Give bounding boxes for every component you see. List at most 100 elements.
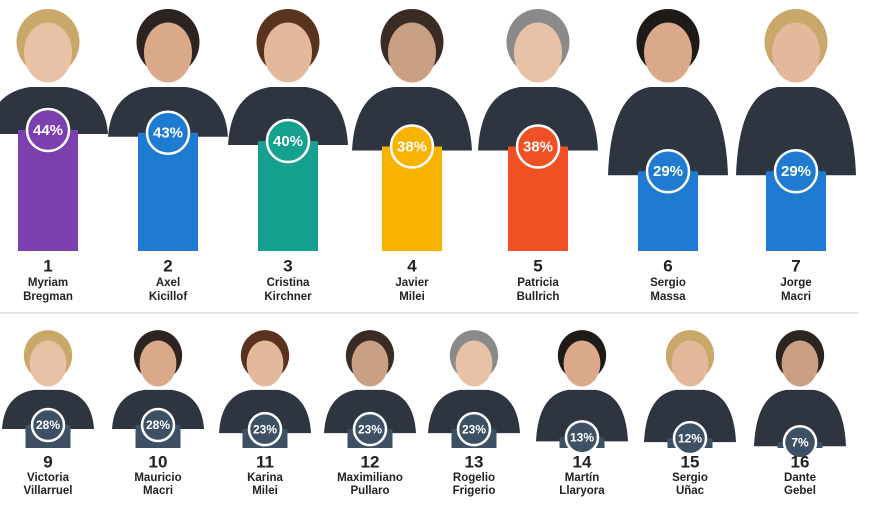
name-line: Bullrich xyxy=(517,291,560,303)
value-label: 7% xyxy=(791,435,809,449)
value-badge xyxy=(25,107,71,153)
rank: 1 xyxy=(43,256,52,275)
name-line: Bregman xyxy=(23,291,73,303)
rank: 4 xyxy=(407,256,417,275)
portrait-face xyxy=(514,22,562,83)
value-label: 23% xyxy=(358,422,382,436)
name-line: Pullaro xyxy=(351,485,390,497)
portrait-face xyxy=(24,22,72,83)
rank: 6 xyxy=(663,256,672,275)
name-line: Karina xyxy=(247,472,283,484)
value-label: 43% xyxy=(153,125,183,142)
name-line: Massa xyxy=(650,291,686,303)
name-line: Milei xyxy=(399,291,425,303)
name-line: Sergio xyxy=(672,472,708,484)
name-line: Axel xyxy=(156,277,180,289)
value-label: 40% xyxy=(273,133,303,150)
rank: 7 xyxy=(791,256,800,275)
name-line: Rogelio xyxy=(453,472,495,484)
value-label: 44% xyxy=(33,122,63,139)
value-badge xyxy=(140,407,176,443)
name-line: Cristina xyxy=(267,277,310,289)
portrait-face xyxy=(144,22,192,83)
portrait-shoulders xyxy=(219,389,311,434)
value-badge xyxy=(265,118,311,164)
name-line: Martín xyxy=(565,472,600,484)
name-line: Macri xyxy=(781,291,811,303)
portrait-face xyxy=(139,340,177,387)
value-badge xyxy=(145,110,191,155)
value-label: 38% xyxy=(397,138,427,155)
portrait-face xyxy=(455,340,493,387)
portrait-shoulders xyxy=(644,389,736,443)
value-badge xyxy=(773,149,819,194)
portrait-face xyxy=(29,340,67,387)
name-line: Kicillof xyxy=(149,291,188,303)
portrait-shoulders xyxy=(428,389,520,434)
value-label: 13% xyxy=(570,431,594,445)
rank: 13 xyxy=(465,452,484,471)
value-label: 23% xyxy=(462,422,486,436)
rank: 10 xyxy=(149,452,168,471)
rank: 15 xyxy=(681,452,700,471)
portrait-shoulders xyxy=(352,87,472,151)
rank: 3 xyxy=(283,256,292,275)
portrait-shoulders xyxy=(536,389,628,442)
value-badge xyxy=(456,411,492,447)
name-line: Villarruel xyxy=(23,485,72,497)
portrait-face xyxy=(671,340,709,387)
portrait-face xyxy=(246,340,284,387)
portrait-face xyxy=(644,22,692,83)
value-badge xyxy=(247,411,283,447)
portrait-face xyxy=(388,22,436,83)
portrait-shoulders xyxy=(736,87,856,176)
value-badge xyxy=(515,124,561,169)
portrait-shoulders xyxy=(608,87,728,176)
portrait-face xyxy=(772,22,820,83)
value-label: 28% xyxy=(146,418,170,432)
portrait-shoulders xyxy=(228,87,348,145)
name-line: Milei xyxy=(252,485,278,497)
value-label: 38% xyxy=(523,138,553,155)
rank: 5 xyxy=(533,256,542,275)
value-label: 12% xyxy=(678,431,702,445)
name-line: Llaryora xyxy=(559,485,605,497)
name-line: Macri xyxy=(143,485,173,497)
name-line: Gebel xyxy=(784,485,816,497)
portrait-face xyxy=(563,340,601,387)
portrait-shoulders xyxy=(478,87,598,151)
value-badge xyxy=(672,420,708,456)
value-badge xyxy=(352,411,388,447)
rank: 11 xyxy=(256,452,274,471)
rank: 16 xyxy=(791,452,810,471)
portrait-shoulders xyxy=(324,389,416,434)
portrait-face xyxy=(351,340,389,387)
value-badge xyxy=(645,149,691,194)
portrait-face xyxy=(781,340,819,387)
name-line: Patricia xyxy=(517,277,559,289)
name-line: Frigerio xyxy=(453,485,496,497)
portrait-shoulders xyxy=(754,389,846,447)
rank: 9 xyxy=(43,452,52,471)
value-badge xyxy=(782,425,818,460)
value-label: 29% xyxy=(781,163,811,180)
value-badge xyxy=(564,420,600,455)
name-line: Mauricio xyxy=(134,472,181,484)
name-line: Sergio xyxy=(650,277,686,289)
value-badge xyxy=(30,407,66,443)
rank: 14 xyxy=(573,452,592,471)
rank: 12 xyxy=(361,452,380,471)
name-line: Dante xyxy=(784,472,816,484)
value-label: 23% xyxy=(253,422,277,436)
name-line: Javier xyxy=(395,277,429,289)
value-label: 29% xyxy=(653,163,683,180)
name-line: Kirchner xyxy=(264,291,312,303)
portrait-face xyxy=(264,22,312,83)
name-line: Maximiliano xyxy=(337,472,403,484)
name-line: Uñac xyxy=(676,485,705,497)
rank: 2 xyxy=(163,256,172,275)
name-line: Victoria xyxy=(27,472,70,484)
value-badge xyxy=(389,124,435,169)
name-line: Myriam xyxy=(28,277,68,289)
